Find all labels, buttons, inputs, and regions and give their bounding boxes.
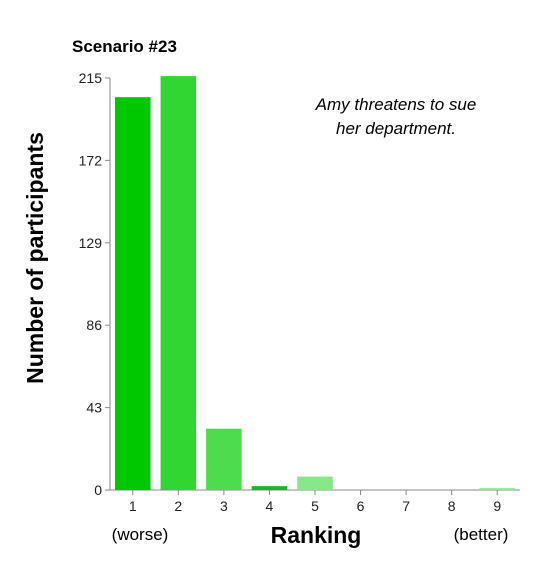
x-left-end-label: (worse) xyxy=(112,525,169,544)
y-axis-label: Number of participants xyxy=(22,132,48,384)
y-tick-label: 0 xyxy=(94,482,102,498)
y-tick-label: 129 xyxy=(79,235,103,251)
x-tick-label: 5 xyxy=(311,498,319,514)
x-tick-label: 4 xyxy=(266,498,274,514)
bar-ranking-2 xyxy=(160,76,197,491)
chart-title: Scenario #23 xyxy=(72,37,177,56)
bar-ranking-4 xyxy=(251,486,288,490)
y-tick-label: 86 xyxy=(86,317,102,333)
bar-ranking-1 xyxy=(115,97,151,491)
x-tick-label: 3 xyxy=(220,498,228,514)
x-tick-label: 7 xyxy=(402,498,410,514)
bar-ranking-9 xyxy=(479,488,515,490)
x-tick-label: 8 xyxy=(448,498,456,514)
bar-ranking-3 xyxy=(206,428,242,490)
annotation-line-1: Amy threatens to sue xyxy=(315,95,477,114)
y-axis: 0 43 86 129 172 215 xyxy=(79,70,111,498)
x-axis-label: Ranking xyxy=(271,522,362,548)
x-tick-label: 2 xyxy=(174,498,182,514)
y-tick-label: 215 xyxy=(79,70,103,86)
y-tick-label: 43 xyxy=(86,400,102,416)
y-tick-label: 172 xyxy=(79,152,103,168)
x-tick-label: 9 xyxy=(493,498,501,514)
x-tick-label: 6 xyxy=(357,498,365,514)
x-tick-label: 1 xyxy=(129,498,137,514)
x-right-end-label: (better) xyxy=(454,525,509,544)
annotation-line-2: her department. xyxy=(336,119,456,138)
bar-ranking-5 xyxy=(297,476,333,490)
bars xyxy=(115,76,515,491)
x-axis: 1 2 3 4 5 6 7 8 9 xyxy=(110,489,520,514)
